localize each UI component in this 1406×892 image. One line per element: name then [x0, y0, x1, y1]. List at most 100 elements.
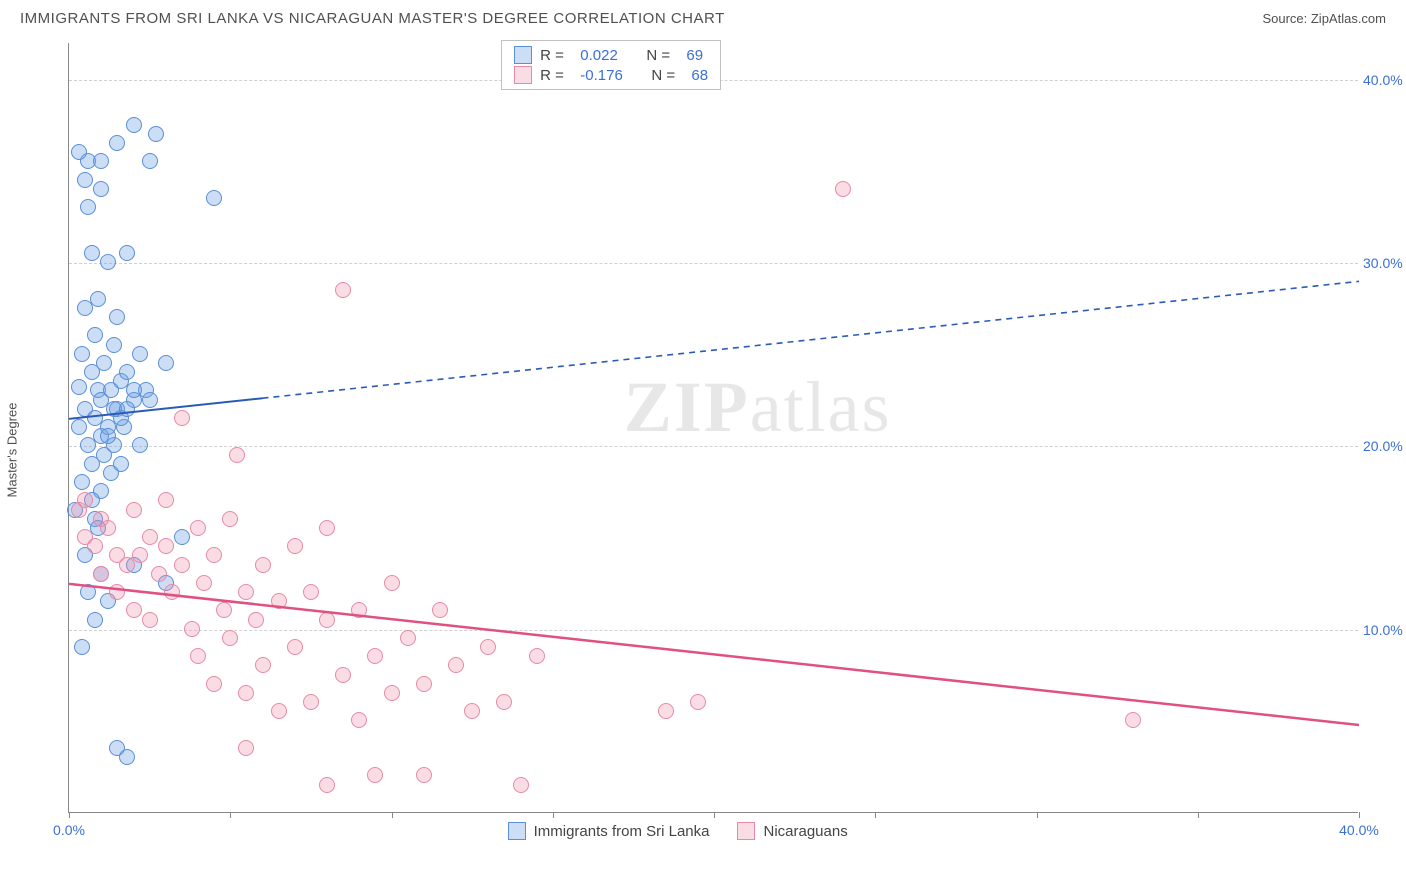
x-tick — [875, 812, 876, 818]
gridline — [69, 630, 1358, 631]
data-point — [158, 492, 174, 508]
data-point — [93, 181, 109, 197]
data-point — [335, 282, 351, 298]
data-point — [77, 492, 93, 508]
data-point — [142, 153, 158, 169]
data-point — [690, 694, 706, 710]
data-point — [71, 144, 87, 160]
y-tick-label: 30.0% — [1363, 255, 1406, 271]
x-tick — [553, 812, 554, 818]
data-point — [158, 355, 174, 371]
data-point — [77, 172, 93, 188]
data-point — [164, 584, 180, 600]
data-point — [132, 547, 148, 563]
data-point — [109, 309, 125, 325]
data-point — [87, 538, 103, 554]
data-point — [80, 584, 96, 600]
correlation-legend: R = 0.022 N = 69R = -0.176 N = 68 — [501, 40, 721, 90]
data-point — [74, 474, 90, 490]
data-point — [835, 181, 851, 197]
data-point — [432, 602, 448, 618]
data-point — [384, 575, 400, 591]
data-point — [238, 740, 254, 756]
data-point — [271, 593, 287, 609]
y-tick-label: 10.0% — [1363, 622, 1406, 638]
data-point — [93, 566, 109, 582]
data-point — [658, 703, 674, 719]
data-point — [174, 410, 190, 426]
data-point — [71, 379, 87, 395]
data-point — [190, 520, 206, 536]
x-tick — [230, 812, 231, 818]
x-tick — [714, 812, 715, 818]
x-tick-label: 40.0% — [1339, 822, 1379, 838]
data-point — [196, 575, 212, 591]
data-point — [84, 245, 100, 261]
data-point — [126, 602, 142, 618]
data-point — [416, 767, 432, 783]
data-point — [287, 639, 303, 655]
data-point — [1125, 712, 1141, 728]
chart-container: Master's Degree ZIPatlas 10.0%20.0%30.0%… — [20, 35, 1386, 865]
data-point — [513, 777, 529, 793]
legend-item: Immigrants from Sri Lanka — [508, 822, 710, 840]
x-tick — [1359, 812, 1360, 818]
data-point — [319, 612, 335, 628]
data-point — [190, 648, 206, 664]
data-point — [184, 621, 200, 637]
legend-swatch — [508, 822, 526, 840]
plot-area: ZIPatlas 10.0%20.0%30.0%40.0%0.0%40.0%R … — [68, 43, 1358, 813]
data-point — [248, 612, 264, 628]
x-tick — [1037, 812, 1038, 818]
y-tick-label: 20.0% — [1363, 438, 1406, 454]
data-point — [206, 190, 222, 206]
source-attribution: Source: ZipAtlas.com — [1262, 11, 1386, 26]
data-point — [119, 364, 135, 380]
data-point — [303, 584, 319, 600]
data-point — [126, 502, 142, 518]
trend-overlay — [69, 43, 1359, 813]
data-point — [132, 346, 148, 362]
data-point — [90, 291, 106, 307]
data-point — [132, 437, 148, 453]
n-value: 68 — [691, 67, 708, 84]
data-point — [87, 327, 103, 343]
data-point — [93, 153, 109, 169]
data-point — [80, 199, 96, 215]
legend-row: R = 0.022 N = 69 — [514, 45, 708, 65]
data-point — [109, 584, 125, 600]
data-point — [100, 254, 116, 270]
x-tick — [392, 812, 393, 818]
data-point — [142, 529, 158, 545]
gridline — [69, 263, 1358, 264]
chart-title: IMMIGRANTS FROM SRI LANKA VS NICARAGUAN … — [20, 10, 725, 27]
data-point — [71, 419, 87, 435]
data-point — [113, 456, 129, 472]
data-point — [351, 602, 367, 618]
r-value: -0.176 — [580, 67, 623, 84]
data-point — [96, 355, 112, 371]
trendline-solid — [69, 584, 1359, 725]
data-point — [142, 612, 158, 628]
data-point — [126, 117, 142, 133]
watermark: ZIPatlas — [624, 366, 892, 449]
data-point — [222, 511, 238, 527]
x-tick — [1198, 812, 1199, 818]
r-value: 0.022 — [580, 47, 618, 64]
data-point — [271, 703, 287, 719]
y-axis-label: Master's Degree — [5, 403, 20, 498]
data-point — [216, 602, 232, 618]
trendline-dashed — [263, 281, 1360, 398]
data-point — [74, 346, 90, 362]
n-value: 69 — [686, 47, 703, 64]
data-point — [119, 749, 135, 765]
data-point — [303, 694, 319, 710]
legend-item: Nicaraguans — [737, 822, 847, 840]
data-point — [480, 639, 496, 655]
legend-label: Nicaraguans — [763, 823, 847, 840]
data-point — [206, 547, 222, 563]
data-point — [109, 135, 125, 151]
x-tick — [69, 812, 70, 818]
data-point — [238, 584, 254, 600]
data-point — [351, 712, 367, 728]
